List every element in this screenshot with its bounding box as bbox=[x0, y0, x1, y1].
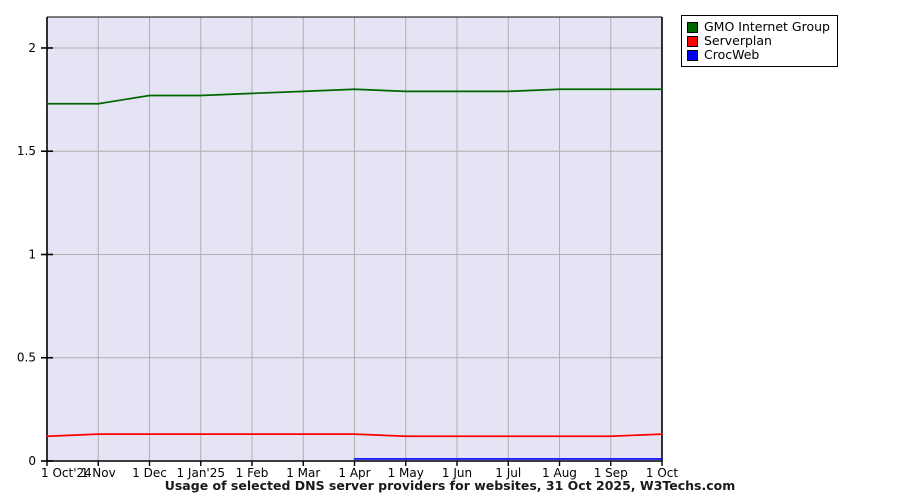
series-line bbox=[46, 88, 663, 105]
x-tick-label: 1 Oct bbox=[646, 466, 678, 480]
y-tick-label: 0.5 bbox=[17, 351, 36, 365]
x-tick-label: 1 Dec bbox=[132, 466, 167, 480]
series-line bbox=[46, 433, 663, 438]
x-tick-label: 1 Jun bbox=[442, 466, 472, 480]
y-tick-label: 1.5 bbox=[17, 144, 36, 158]
chart-legend: GMO Internet Group Serverplan CrocWeb bbox=[681, 15, 838, 67]
legend-swatch-gmo-internet-group bbox=[687, 21, 698, 33]
legend-label-gmo-internet-group: GMO Internet Group bbox=[704, 18, 830, 34]
y-tick-label: 0 bbox=[28, 454, 36, 468]
x-tick-label: 1 Oct'24 bbox=[41, 466, 92, 480]
legend-swatch-serverplan bbox=[687, 35, 698, 47]
legend-label-serverplan: Serverplan bbox=[704, 32, 772, 48]
x-tick-label: 1 Jul bbox=[495, 466, 521, 480]
x-axis-ticks: 1 Oct'241 Nov 1 Dec 1 Jan'25 1 Feb 1 Mar 1 Ap… bbox=[41, 461, 678, 480]
legend-swatch-crocweb bbox=[687, 49, 698, 61]
x-tick-label: 1 May bbox=[388, 466, 424, 480]
data-series-layer bbox=[46, 88, 663, 460]
legend-item-serverplan: Serverplan bbox=[687, 34, 830, 48]
x-tick-label: 1 Sep bbox=[594, 466, 628, 480]
x-tick-label: 1 Mar bbox=[286, 466, 320, 480]
legend-item-crocweb: CrocWeb bbox=[687, 48, 830, 62]
y-tick-label: 2 bbox=[28, 41, 36, 55]
y-axis-ticks: 0 0.5 1 1.5 2 bbox=[17, 41, 53, 468]
x-tick-label: 1 Jan'25 bbox=[176, 466, 225, 480]
x-tick-label: 1 Nov bbox=[81, 466, 116, 480]
x-tick-label: 1 Aug bbox=[542, 466, 577, 480]
chart-caption: Usage of selected DNS server providers f… bbox=[164, 478, 736, 493]
legend-label-crocweb: CrocWeb bbox=[704, 46, 760, 62]
y-tick-label: 1 bbox=[28, 247, 36, 261]
legend-item-gmo-internet-group: GMO Internet Group bbox=[687, 20, 830, 34]
x-tick-label: 1 Feb bbox=[236, 466, 269, 480]
x-tick-label: 1 Apr bbox=[338, 466, 370, 480]
